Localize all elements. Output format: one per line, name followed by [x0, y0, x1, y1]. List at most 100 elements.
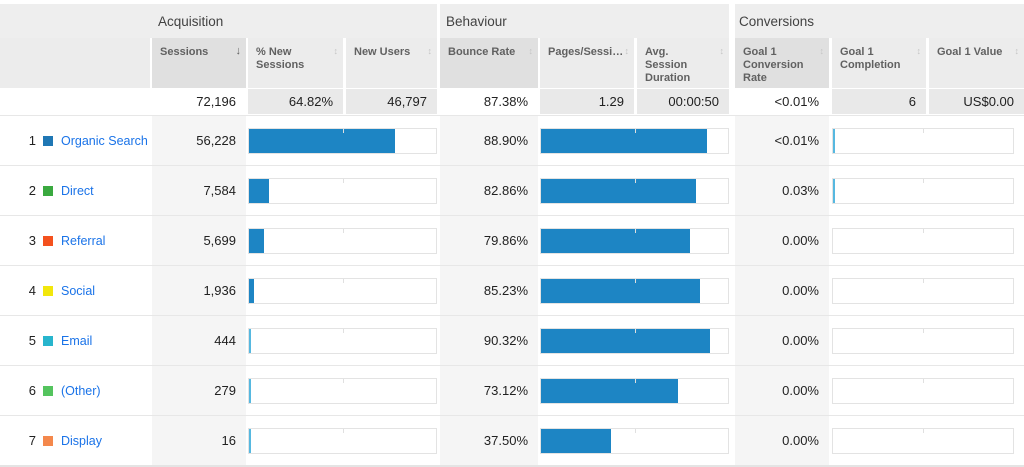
- channel-link[interactable]: Organic Search: [61, 133, 148, 148]
- row-rank: 7: [28, 433, 36, 448]
- row-rank: 1: [28, 133, 36, 148]
- column-header-label-spacer: [0, 38, 150, 88]
- sort-icon[interactable]: ↕: [916, 46, 922, 56]
- sort-icon[interactable]: ↕: [333, 46, 339, 56]
- sessions-value: 279: [152, 366, 246, 415]
- row-rank: 6: [28, 383, 36, 398]
- channel-link[interactable]: (Other): [61, 383, 101, 398]
- bounce-rate-bar: [541, 328, 710, 353]
- goal-conversion-bar-track: [832, 127, 1014, 154]
- sessions-bar-cell: [248, 116, 437, 165]
- channel-label-cell: 1 Organic Search: [0, 116, 150, 165]
- bounce-rate-value: 37.50%: [440, 416, 538, 465]
- sessions-bar-cell: [248, 366, 437, 415]
- sort-icon[interactable]: ↕: [624, 46, 630, 56]
- sort-icon[interactable]: ↕: [819, 46, 825, 56]
- column-header-goal-value[interactable]: Goal 1 Value ↕: [929, 38, 1024, 88]
- bounce-rate-bar-track: [540, 427, 729, 454]
- channel-color-swatch-icon: [43, 185, 53, 196]
- sessions-bar-cell: [248, 416, 437, 465]
- sort-icon[interactable]: ↕: [1014, 46, 1020, 56]
- bounce-rate-value: 73.12%: [440, 366, 538, 415]
- channel-link[interactable]: Direct: [61, 183, 94, 198]
- summary-new-users: 46,797: [346, 89, 437, 114]
- table-row: 4 Social 1,936 85.23% 0.00%: [0, 265, 1024, 315]
- bounce-rate-bar-cell: [540, 116, 729, 165]
- sort-descending-icon[interactable]: ↓: [235, 45, 242, 57]
- summary-sessions: 72,196: [152, 89, 246, 114]
- column-header-goal-completion-label: Goal 1 Completion: [840, 46, 901, 71]
- goal-conversion-bar-cell: [832, 116, 1024, 165]
- bounce-rate-bar-cell: [540, 266, 729, 315]
- goal-conversion-rate-value: 0.03%: [735, 166, 829, 215]
- bounce-rate-bar: [541, 128, 708, 153]
- summary-pct-new-sessions: 64.82%: [248, 89, 343, 114]
- bounce-rate-bar-track: [540, 127, 729, 154]
- bounce-rate-value: 88.90%: [440, 116, 538, 165]
- sessions-bar: [249, 228, 264, 253]
- sessions-bar-track: [248, 377, 437, 404]
- goal-conversion-rate-value: <0.01%: [735, 116, 829, 165]
- column-header-goal-completion[interactable]: Goal 1 Completion ↕: [832, 38, 926, 88]
- summary-label-spacer: [0, 89, 150, 114]
- bounce-rate-value: 79.86%: [440, 216, 538, 265]
- table-row: 5 Email 444 90.32% 0.00%: [0, 315, 1024, 365]
- sessions-bar: [249, 278, 255, 303]
- column-header-bounce-rate[interactable]: Bounce Rate ↕: [440, 38, 538, 88]
- column-header-pages-session-label: Pages/Sessi…: [548, 46, 624, 58]
- sessions-value: 5,699: [152, 216, 246, 265]
- goal-conversion-bar-track: [832, 327, 1014, 354]
- sort-icon[interactable]: ↕: [528, 46, 534, 56]
- row-rank: 3: [28, 233, 36, 248]
- goal-conversion-bar-track: [832, 377, 1014, 404]
- bounce-rate-bar-cell: [540, 166, 729, 215]
- column-header-pct-new-sessions[interactable]: % New Sessions ↕: [248, 38, 343, 88]
- sort-icon[interactable]: ↕: [427, 46, 433, 56]
- channel-link[interactable]: Social: [61, 283, 96, 298]
- summary-bounce-rate: 87.38%: [440, 89, 538, 114]
- table-row: 6 (Other) 279 73.12% 0.00%: [0, 365, 1024, 415]
- bounce-rate-bar: [541, 428, 612, 453]
- sessions-bar: [249, 128, 395, 153]
- sessions-bar-track: [248, 227, 437, 254]
- column-header-sessions[interactable]: Sessions ↓: [152, 38, 246, 88]
- summary-goal-conversion-rate: <0.01%: [735, 89, 829, 114]
- group-header-spacer: [0, 4, 152, 38]
- sessions-bar: [249, 178, 269, 203]
- column-header-avg-session-duration-label: Avg. Session Duration: [645, 46, 691, 84]
- column-header-pages-session[interactable]: Pages/Sessi… ↕: [540, 38, 634, 88]
- goal-conversion-rate-value: 0.00%: [735, 416, 829, 465]
- summary-avg-session-duration: 00:00:50: [637, 89, 729, 114]
- bounce-rate-bar: [541, 378, 678, 403]
- column-header-new-users[interactable]: New Users ↕: [346, 38, 437, 88]
- channel-link[interactable]: Email: [61, 333, 93, 348]
- sort-icon[interactable]: ↕: [719, 46, 725, 56]
- sessions-bar: [249, 328, 251, 353]
- channel-color-swatch-icon: [43, 385, 53, 396]
- column-header-goal-conversion-rate-label: Goal 1 Conversion Rate: [743, 46, 804, 84]
- column-header-avg-session-duration[interactable]: Avg. Session Duration ↕: [637, 38, 729, 88]
- table-row: 3 Referral 5,699 79.86% 0.00%: [0, 215, 1024, 265]
- bounce-rate-bar-cell: [540, 316, 729, 365]
- bounce-rate-bar-track: [540, 377, 729, 404]
- channel-color-swatch-icon: [43, 335, 53, 346]
- table-row: 7 Display 16 37.50% 0.00%: [0, 415, 1024, 465]
- sessions-bar-track: [248, 427, 437, 454]
- channel-label-cell: 2 Direct: [0, 166, 150, 215]
- sessions-value: 1,936: [152, 266, 246, 315]
- group-header-row: Acquisition Behaviour Conversions: [0, 4, 1024, 38]
- sessions-bar-track: [248, 327, 437, 354]
- column-header-sessions-label: Sessions: [160, 46, 209, 58]
- goal-conversion-rate-value: 0.00%: [735, 366, 829, 415]
- column-header-goal-value-label: Goal 1 Value: [937, 46, 1003, 58]
- channel-link[interactable]: Display: [61, 433, 102, 448]
- column-header-goal-conversion-rate[interactable]: Goal 1 Conversion Rate ↕: [735, 38, 829, 88]
- bounce-rate-bar-cell: [540, 366, 729, 415]
- bounce-rate-bar: [541, 228, 691, 253]
- goal-conversion-bar-cell: [832, 266, 1024, 315]
- summary-row: 72,196 64.82% 46,797 87.38% 1.29 00:00:5…: [0, 89, 1024, 114]
- table-row: 2 Direct 7,584 82.86% 0.03%: [0, 165, 1024, 215]
- channel-link[interactable]: Referral: [61, 233, 106, 248]
- column-header-row: Sessions ↓ % New Sessions ↕ New Users ↕ …: [0, 38, 1024, 88]
- sessions-bar-cell: [248, 216, 437, 265]
